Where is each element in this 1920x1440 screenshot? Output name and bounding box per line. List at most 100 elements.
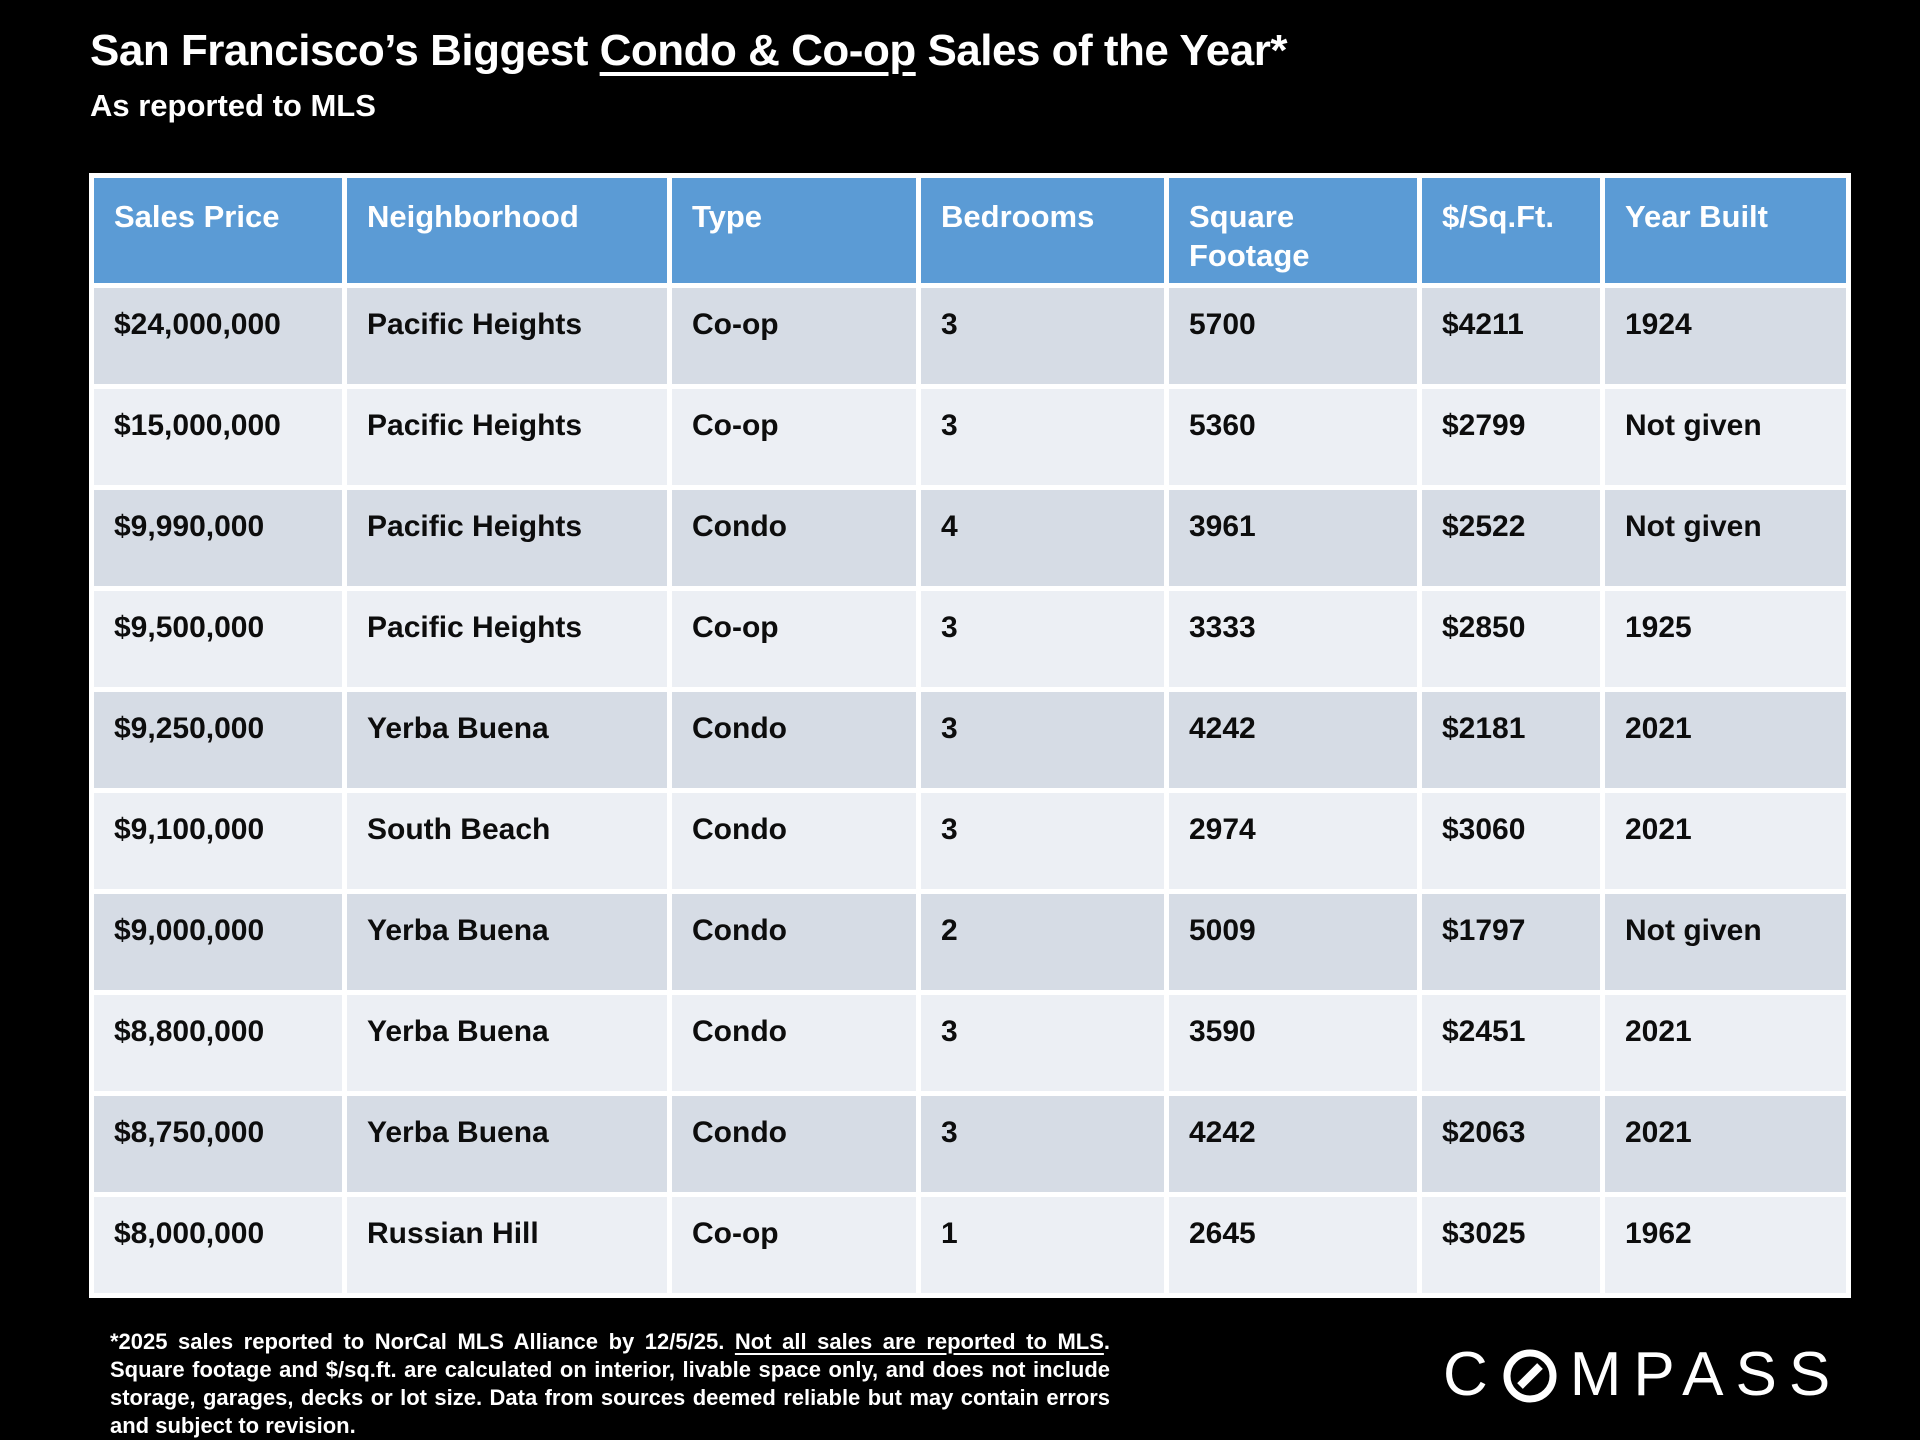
table-cell: $15,000,000 — [94, 389, 342, 485]
table-cell: $2522 — [1422, 490, 1600, 586]
table-row: $8,000,000 Russian Hill Co-op 1 2645 $3025 196… — [94, 1197, 1846, 1293]
header-row: Sales Price Neighborhood Type Bedrooms Squar… — [94, 178, 1846, 283]
table-cell: Yerba Buena — [347, 894, 667, 990]
logo-letters-rest: MPASS — [1569, 1340, 1843, 1409]
table-cell: $2799 — [1422, 389, 1600, 485]
table-cell: 2021 — [1605, 793, 1846, 889]
table-cell: Pacific Heights — [347, 389, 667, 485]
compass-o-icon — [1503, 1349, 1557, 1403]
column-header: $/Sq.Ft. — [1422, 178, 1600, 283]
table-cell: Pacific Heights — [347, 591, 667, 687]
table-cell: 3 — [921, 288, 1164, 384]
sales-table: Sales Price Neighborhood Type Bedrooms Squar… — [89, 173, 1851, 1298]
table-cell: 4 — [921, 490, 1164, 586]
table-cell: 2021 — [1605, 995, 1846, 1091]
table-cell: Co-op — [672, 389, 916, 485]
table-cell: 2021 — [1605, 692, 1846, 788]
title-prefix: San Francisco’s Biggest — [90, 26, 600, 75]
table-cell: 2974 — [1169, 793, 1417, 889]
footnote-part2: . Square footage and $/sq.ft. are calcul… — [110, 1329, 1111, 1438]
table-cell: 3961 — [1169, 490, 1417, 586]
table-cell: 3 — [921, 692, 1164, 788]
table-cell: Pacific Heights — [347, 288, 667, 384]
table-cell: Yerba Buena — [347, 692, 667, 788]
table-cell: 3 — [921, 591, 1164, 687]
table-cell: $2063 — [1422, 1096, 1600, 1192]
table-cell: Condo — [672, 490, 916, 586]
table-body: $24,000,000 Pacific Heights Co-op 3 5700 $421… — [94, 288, 1846, 1293]
table-cell: 3 — [921, 995, 1164, 1091]
table-cell: Condo — [672, 894, 916, 990]
table-cell: Pacific Heights — [347, 490, 667, 586]
column-header: Year Built — [1605, 178, 1846, 283]
table-cell: 5009 — [1169, 894, 1417, 990]
table-row: $24,000,000 Pacific Heights Co-op 3 5700 $421… — [94, 288, 1846, 384]
table-cell: $8,000,000 — [94, 1197, 342, 1293]
subtitle: As reported to MLS — [90, 88, 376, 123]
table-row: $9,500,000 Pacific Heights Co-op 3 3333 $2850… — [94, 591, 1846, 687]
column-header: Square Footage — [1169, 178, 1417, 283]
column-header: Bedrooms — [921, 178, 1164, 283]
table-cell: $9,990,000 — [94, 490, 342, 586]
logo-letter-c: C — [1443, 1340, 1500, 1409]
table-cell: $1797 — [1422, 894, 1600, 990]
table-cell: $9,000,000 — [94, 894, 342, 990]
table-cell: $9,100,000 — [94, 793, 342, 889]
table-cell: Co-op — [672, 288, 916, 384]
table-cell: $9,250,000 — [94, 692, 342, 788]
title-suffix: Sales of the Year* — [915, 26, 1287, 75]
footnote-part1: *2025 sales reported to NorCal MLS Allia… — [110, 1329, 735, 1354]
table-cell: $9,500,000 — [94, 591, 342, 687]
table-cell: Condo — [672, 793, 916, 889]
table-cell: Not given — [1605, 389, 1846, 485]
column-header: Sales Price — [94, 178, 342, 283]
column-header: Neighborhood — [347, 178, 667, 283]
table-cell: Co-op — [672, 591, 916, 687]
table-row: $9,100,000 South Beach Condo 3 2974 $3060 2021 — [94, 793, 1846, 889]
table-row: $9,000,000 Yerba Buena Condo 2 5009 $1797 Not … — [94, 894, 1846, 990]
table-cell: Russian Hill — [347, 1197, 667, 1293]
table-cell: 2021 — [1605, 1096, 1846, 1192]
table-cell: $2850 — [1422, 591, 1600, 687]
page-title: San Francisco’s Biggest Condo & Co-op Sa… — [90, 26, 1287, 76]
title-underlined: Condo & Co-op — [599, 26, 917, 75]
table-cell: $3025 — [1422, 1197, 1600, 1293]
table-cell: 1924 — [1605, 288, 1846, 384]
table-cell: Yerba Buena — [347, 1096, 667, 1192]
table-cell: 3 — [921, 1096, 1164, 1192]
table-cell: 2645 — [1169, 1197, 1417, 1293]
table-row: $8,800,000 Yerba Buena Condo 3 3590 $2451 2021 — [94, 995, 1846, 1091]
table-cell: Condo — [672, 995, 916, 1091]
table-cell: Not given — [1605, 894, 1846, 990]
table-row: $15,000,000 Pacific Heights Co-op 3 5360 $279… — [94, 389, 1846, 485]
table-row: $8,750,000 Yerba Buena Condo 3 4242 $2063 2021 — [94, 1096, 1846, 1192]
table-cell: 1925 — [1605, 591, 1846, 687]
table-cell: $2181 — [1422, 692, 1600, 788]
table-cell: 3590 — [1169, 995, 1417, 1091]
table-cell: $4211 — [1422, 288, 1600, 384]
table-cell: Not given — [1605, 490, 1846, 586]
table-row: $9,250,000 Yerba Buena Condo 3 4242 $2181 2021 — [94, 692, 1846, 788]
compass-logo: C MPASS — [1443, 1344, 1842, 1406]
table-cell: 4242 — [1169, 692, 1417, 788]
table-row: $9,990,000 Pacific Heights Condo 4 3961 $2522… — [94, 490, 1846, 586]
table-cell: Condo — [672, 692, 916, 788]
table-cell: 4242 — [1169, 1096, 1417, 1192]
table-cell: $8,750,000 — [94, 1096, 342, 1192]
table-header: Sales Price Neighborhood Type Bedrooms Squar… — [94, 178, 1846, 283]
table-cell: 5360 — [1169, 389, 1417, 485]
footnote: *2025 sales reported to NorCal MLS Allia… — [110, 1328, 1110, 1440]
table-cell: $24,000,000 — [94, 288, 342, 384]
footnote-underlined: Not all sales are reported to MLS — [734, 1329, 1104, 1354]
column-header: Type — [672, 178, 916, 283]
table-cell: South Beach — [347, 793, 667, 889]
table-cell: $3060 — [1422, 793, 1600, 889]
table-cell: Co-op — [672, 1197, 916, 1293]
table-cell: Yerba Buena — [347, 995, 667, 1091]
table-cell: 2 — [921, 894, 1164, 990]
table-cell: 3 — [921, 793, 1164, 889]
table-cell: $8,800,000 — [94, 995, 342, 1091]
table-cell: 1 — [921, 1197, 1164, 1293]
table-cell: 3 — [921, 389, 1164, 485]
